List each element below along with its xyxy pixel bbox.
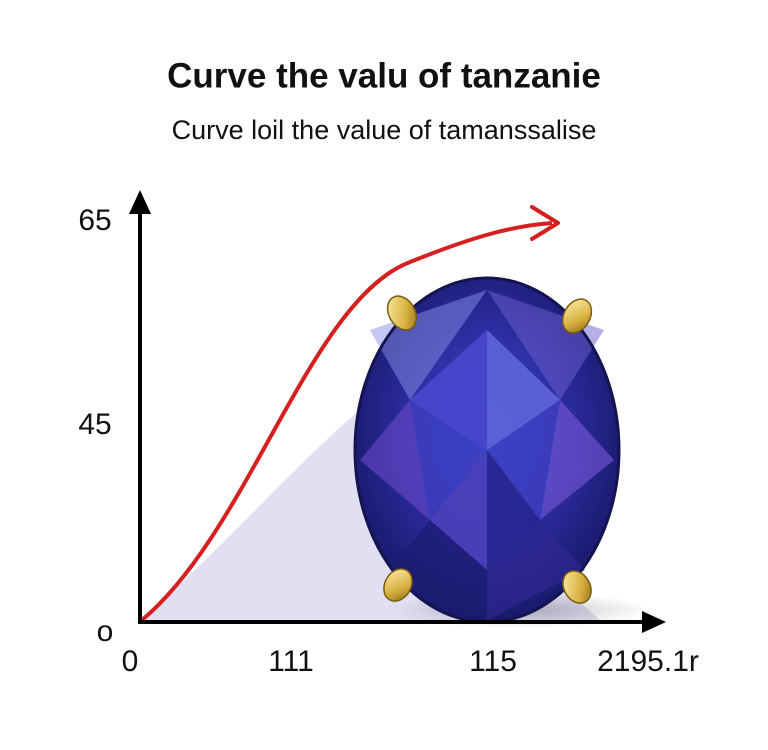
title: Curve the valu of tanzanie xyxy=(167,56,601,95)
y-tick-label: 45 xyxy=(78,408,111,441)
x-tick-label: 0 xyxy=(122,645,139,678)
prongs xyxy=(383,295,593,604)
x-tick-label: 111 xyxy=(268,645,314,678)
gem xyxy=(353,276,621,624)
curve-arrowhead xyxy=(530,205,560,241)
x-axis-arrow xyxy=(642,611,666,633)
y-tick-label: o xyxy=(97,615,114,648)
subtitle: Curve loil the value of tamanssalise xyxy=(172,115,597,145)
y-axis-arrow xyxy=(129,190,151,214)
x-tick-label: 2195.1r xyxy=(597,645,699,678)
x-tick-label: 115 xyxy=(469,645,517,678)
value-curve xyxy=(140,221,553,622)
y-tick-label: 65 xyxy=(78,204,111,237)
